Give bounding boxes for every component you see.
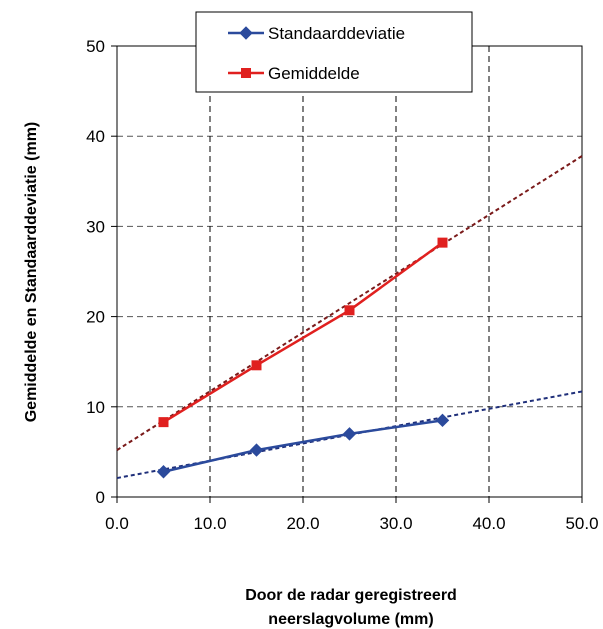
- legend-box: [195, 11, 473, 93]
- grid: [117, 46, 582, 497]
- x-tick-label: 20.0: [286, 514, 319, 533]
- trendline: [116, 155, 583, 451]
- y-tick-label: 10: [86, 398, 105, 417]
- y-tick-label: 50: [86, 37, 105, 56]
- x-tick-label: 30.0: [379, 514, 412, 533]
- y-tick-label: 30: [86, 217, 105, 236]
- legend-marker: [241, 68, 251, 78]
- y-tick-label: 0: [96, 488, 105, 507]
- series-group: [156, 237, 450, 479]
- legend-label: Standaarddeviatie: [268, 24, 405, 43]
- x-axis-title-line-2: neerslagvolume (mm): [268, 611, 433, 628]
- series-line: [162, 241, 444, 424]
- series-line: [163, 419, 443, 473]
- y-tick-label: 40: [86, 127, 105, 146]
- legend-marker: [239, 26, 253, 40]
- data-point-square: [158, 417, 169, 428]
- data-point-square: [344, 305, 355, 316]
- x-tick-label: 40.0: [472, 514, 505, 533]
- data-point-diamond: [156, 465, 171, 479]
- x-tick-label: 0.0: [105, 514, 129, 533]
- data-point-diamond: [249, 443, 264, 457]
- data-point-diamond: [342, 427, 357, 441]
- y-axis-title: Gemiddelde en Standaarddeviatie (mm): [23, 122, 40, 423]
- y-tick-label: 20: [86, 308, 105, 327]
- x-tick-label: 10.0: [193, 514, 226, 533]
- data-point-square: [437, 237, 448, 248]
- axes: 0 10 20 30 40 50 0.0 10.0 20.0 30.0 40.0 50.0: [86, 37, 598, 533]
- data-point-diamond: [435, 413, 450, 428]
- data-point-square: [251, 360, 262, 371]
- x-tick-label: 50.0: [565, 514, 598, 533]
- legend-label: Gemiddelde: [268, 64, 360, 83]
- legend: Standaarddeviatie Gemiddelde: [195, 11, 473, 93]
- x-axis-title-line-1: Door de radar geregistreerd: [245, 587, 457, 604]
